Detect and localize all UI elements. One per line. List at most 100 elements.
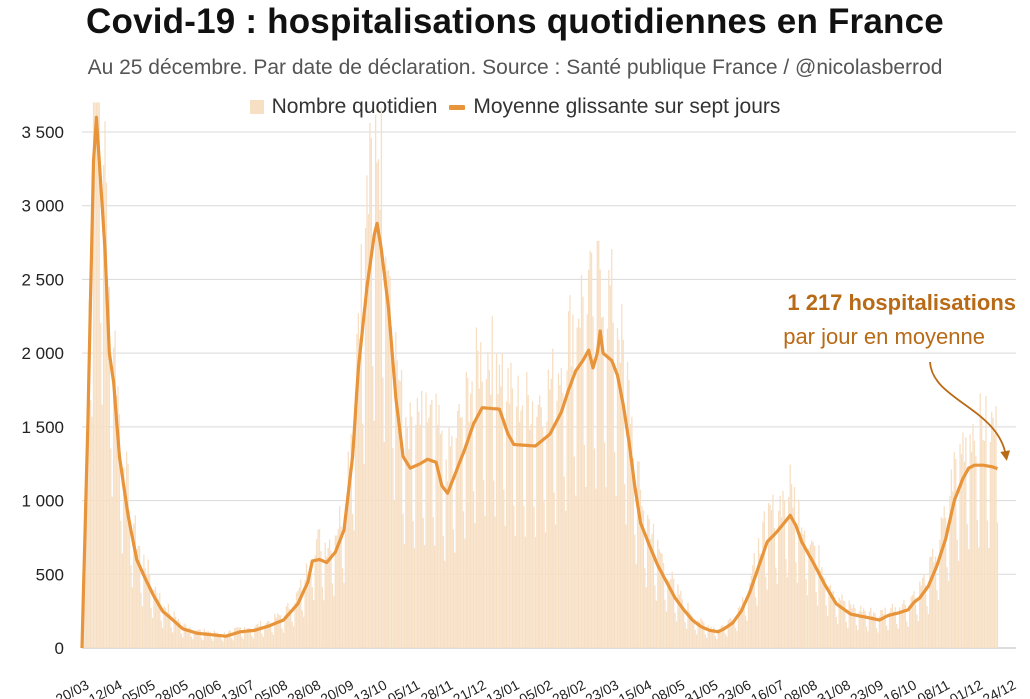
daily-bar xyxy=(261,634,263,648)
daily-bar xyxy=(117,386,119,648)
daily-bar xyxy=(192,639,194,648)
daily-bar xyxy=(125,451,128,648)
daily-bar xyxy=(105,182,108,648)
daily-bar xyxy=(657,539,659,648)
daily-bar xyxy=(572,314,574,648)
daily-bar xyxy=(812,542,814,648)
daily-bar xyxy=(680,590,682,648)
x-tick-label: 28/08 xyxy=(285,676,324,699)
daily-bar xyxy=(842,600,845,648)
daily-bar xyxy=(140,592,142,648)
daily-bar xyxy=(613,451,616,648)
daily-bar xyxy=(150,607,152,648)
daily-bar xyxy=(762,522,764,648)
daily-bar xyxy=(373,420,375,648)
daily-bar xyxy=(359,338,361,648)
x-tick-label: 28/11 xyxy=(418,676,456,699)
y-tick-label: 2 000 xyxy=(21,344,64,363)
daily-bar xyxy=(298,587,301,648)
legend-item-bars: Nombre quotidien xyxy=(249,95,437,119)
daily-bar xyxy=(166,612,168,648)
daily-bar xyxy=(113,347,115,648)
daily-bar xyxy=(831,591,833,648)
daily-bar xyxy=(878,616,881,648)
daily-bar xyxy=(507,368,509,648)
daily-bar xyxy=(513,505,515,648)
daily-bar xyxy=(226,633,229,648)
daily-bar xyxy=(850,604,852,648)
annotation-arrow xyxy=(929,361,1011,461)
daily-bar xyxy=(256,623,259,648)
daily-bar xyxy=(517,375,519,648)
daily-bar xyxy=(284,615,286,648)
daily-bar xyxy=(644,568,646,648)
daily-bar xyxy=(281,628,283,648)
daily-bar xyxy=(622,339,624,648)
daily-bar xyxy=(549,389,551,648)
daily-bar xyxy=(580,275,583,648)
daily-bar xyxy=(632,458,634,648)
daily-bar xyxy=(464,538,466,648)
daily-bar xyxy=(390,325,393,648)
daily-bar xyxy=(317,529,319,648)
daily-bar xyxy=(222,641,224,648)
daily-bar xyxy=(518,422,521,648)
daily-bar xyxy=(828,586,830,648)
x-tick-label: 21/12 xyxy=(450,676,489,699)
daily-bar xyxy=(626,361,629,648)
daily-bar xyxy=(413,548,416,648)
daily-bar xyxy=(176,620,178,648)
daily-bar xyxy=(988,547,990,648)
daily-bar xyxy=(537,404,539,648)
daily-bar xyxy=(825,605,827,648)
daily-bar xyxy=(691,616,693,648)
daily-bar xyxy=(832,590,835,648)
daily-bar xyxy=(265,623,267,648)
daily-bar xyxy=(164,607,167,648)
daily-bar xyxy=(467,377,469,648)
daily-bar xyxy=(934,556,937,648)
daily-bar xyxy=(102,164,105,648)
daily-bar xyxy=(231,638,233,648)
daily-bar xyxy=(557,373,560,648)
daily-bar xyxy=(320,551,322,648)
daily-bar xyxy=(245,630,247,648)
x-tick-label: 28/02 xyxy=(550,676,589,699)
daily-bar xyxy=(398,379,400,648)
daily-bar xyxy=(520,410,522,648)
daily-bar xyxy=(197,629,200,648)
daily-bar xyxy=(573,456,575,648)
daily-bar xyxy=(570,366,573,648)
daily-bar xyxy=(357,313,360,648)
daily-bar xyxy=(887,630,889,648)
daily-bar xyxy=(87,396,89,648)
daily-bar xyxy=(244,627,246,648)
daily-bar xyxy=(344,503,347,648)
daily-bar xyxy=(169,613,171,648)
daily-bar xyxy=(896,623,898,648)
daily-bar xyxy=(596,240,598,648)
daily-bar xyxy=(665,611,668,648)
daily-bar xyxy=(213,630,216,648)
daily-bar xyxy=(798,499,800,648)
daily-bar xyxy=(982,440,984,648)
daily-bar xyxy=(870,607,872,648)
daily-bar xyxy=(778,510,780,648)
daily-bar xyxy=(490,394,492,648)
daily-bar xyxy=(241,636,243,648)
daily-bar xyxy=(300,579,302,648)
daily-bar xyxy=(531,401,534,648)
daily-bar xyxy=(267,620,269,648)
daily-bar xyxy=(498,364,501,648)
x-tick-label: 23/09 xyxy=(848,676,887,699)
daily-bar xyxy=(336,535,338,648)
daily-bar xyxy=(752,565,754,648)
x-tick-label: 31/08 xyxy=(814,676,853,699)
daily-bar xyxy=(942,518,944,648)
daily-bar xyxy=(179,622,181,648)
daily-bar xyxy=(475,327,478,648)
daily-bar xyxy=(264,626,266,648)
x-tick-label: 24/12 xyxy=(980,676,1019,699)
daily-bar xyxy=(947,580,950,648)
